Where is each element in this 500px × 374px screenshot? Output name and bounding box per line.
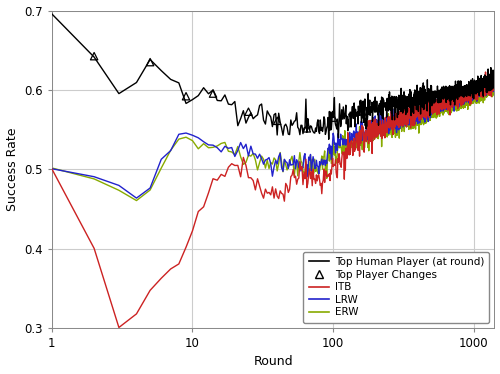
Point	[414, 97, 422, 103]
Point	[146, 59, 154, 65]
Point	[182, 93, 190, 99]
Legend: Top Human Player (at round), Top Player Changes, ITB, LRW, ERW: Top Human Player (at round), Top Player …	[304, 252, 489, 323]
Point	[244, 109, 252, 115]
X-axis label: Round: Round	[254, 355, 293, 368]
Point	[329, 115, 337, 121]
Point	[448, 90, 456, 96]
Point	[273, 118, 281, 124]
Point	[90, 53, 98, 59]
Point	[303, 125, 311, 131]
Y-axis label: Success Rate: Success Rate	[6, 128, 18, 211]
Point	[209, 91, 217, 96]
Point	[358, 108, 366, 114]
Point	[476, 82, 484, 88]
Point	[385, 102, 393, 108]
